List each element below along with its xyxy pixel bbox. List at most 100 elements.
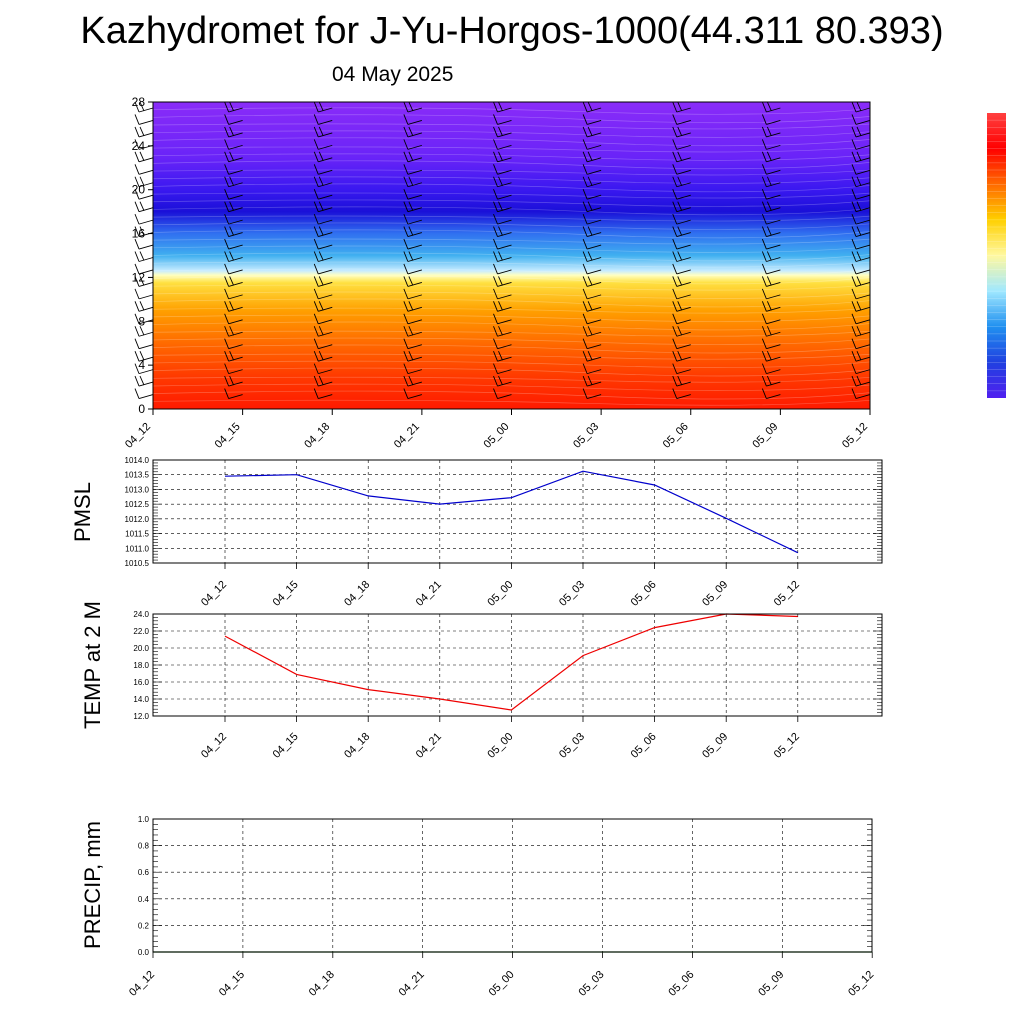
wind-barb [313,276,333,287]
series-line [224,470,799,554]
contour-line [152,314,871,322]
wind-barb [224,101,243,113]
wind-barb [582,338,602,350]
contour-line [152,107,871,115]
x-tick-label: 04_15 [213,421,243,451]
wind-barb [493,189,512,200]
wind-barb [134,126,154,138]
wind-barb [582,151,602,163]
wind-barb [313,338,333,350]
wind-barb [403,350,422,362]
wind-barb [313,301,333,312]
contour-line [152,229,871,239]
heatmap-fill [153,102,870,409]
x-tick-label: 04_21 [392,421,422,451]
wind-barb [761,388,781,399]
x-tick-label: 05_03 [557,579,587,609]
wind-barb [582,251,602,262]
wind-barb [134,101,154,113]
plot-frame [152,818,873,953]
wind-barb [851,338,871,350]
wind-barb [851,101,871,113]
contour-line [152,123,871,130]
contour-line [152,353,871,360]
wind-barb [493,301,512,312]
contour-line [152,291,871,299]
x-tick-label: 05_06 [629,731,659,761]
wind-barb [224,288,243,300]
wind-barb [403,288,422,300]
contour-line [152,130,871,138]
wind-barb [851,350,871,362]
x-tick-label: 05_09 [750,421,780,451]
x-tick-label: 05_12 [846,969,876,999]
wind-barb [493,313,512,325]
wind-barb [224,301,243,312]
contour-line [152,206,871,216]
wind-barb [761,326,781,337]
wind-barb [761,338,781,350]
wind-barb [134,276,154,287]
y-tick-label: 1012.0 [125,515,150,524]
x-tick-label: 04_21 [414,731,444,761]
x-tick-label: 04_12 [123,421,153,451]
y-tick-label: 0.2 [138,921,150,930]
wind-barb [403,126,422,138]
wind-barb [851,326,871,337]
wind-barb [403,139,422,150]
contour-line [152,192,871,199]
wind-barb [224,164,243,175]
wind-barb [134,114,154,125]
wind-barb [493,350,512,362]
wind-barb [582,101,602,113]
precipitation-plot: 0.0 0.2 0.4 0.6 0.8 1.0 04_12 04_15 04_18 04_21 05… [80,815,876,999]
wind-barb [313,164,333,175]
wind-barb [313,313,333,325]
wind-barb [672,151,691,163]
wind-barb [582,201,602,213]
contour-line [152,360,871,368]
contour-line [152,284,871,291]
wind-barb [313,189,333,200]
wind-barb [493,226,512,238]
wind-barb [851,139,871,150]
wind-barb [493,101,512,113]
wind-barb [851,189,871,200]
y-tick-label: 0.8 [138,842,150,851]
wind-barb [134,151,154,163]
y-tick-label: 1010.5 [125,559,150,568]
plot-area [153,460,882,563]
wind-barb [224,251,243,262]
contour-line [152,153,871,161]
wind-barb [134,326,154,337]
wind-barb [493,164,512,175]
x-tick-label: 05_00 [485,731,515,761]
wind-barb [134,213,154,225]
wind-barb [313,213,333,225]
wind-barb [672,313,691,325]
x-tick-label: 04_15 [217,969,247,999]
wind-barb [313,388,333,399]
wind-barb [403,388,422,399]
wind-barb [224,176,243,188]
x-tick-label: 05_12 [840,421,870,451]
wind-barb [403,226,422,238]
wind-barb [403,326,422,337]
wind-barb [313,101,333,113]
wind-barb [134,388,154,399]
wind-barb [582,126,602,138]
wind-barb [493,363,512,375]
contour-line [152,337,871,345]
wind-barb [582,139,602,150]
x-tick-label: 04_18 [302,421,332,451]
y-tick-label: 0 [138,402,145,416]
wind-barb [761,176,781,188]
x-tick-label: 05_00 [487,969,517,999]
x-tick-label: 04_18 [307,969,337,999]
y-tick-label: 0.0 [138,948,150,957]
wind-barb [672,176,691,188]
wind-barb [851,238,871,250]
wind-barb [761,126,781,138]
wind-barb [224,226,243,238]
x-tick-label: 05_09 [700,579,730,609]
